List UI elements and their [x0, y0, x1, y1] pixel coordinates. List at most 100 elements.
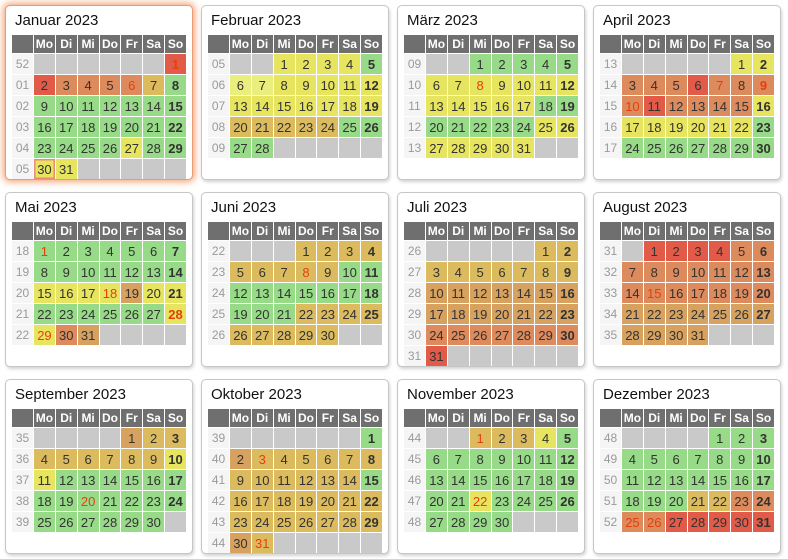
day-cell-november-9[interactable]: 9 — [491, 449, 513, 469]
day-cell-august-19[interactable]: 19 — [731, 283, 753, 303]
day-cell-august-7[interactable]: 7 — [622, 262, 643, 282]
day-cell-juni-10[interactable]: 10 — [339, 262, 361, 282]
day-cell-september-20[interactable]: 20 — [77, 491, 99, 511]
day-cell-maerz-14[interactable]: 14 — [447, 96, 469, 116]
day-cell-januar-1[interactable]: 1 — [165, 54, 186, 74]
day-cell-februar-25[interactable]: 25 — [339, 117, 361, 137]
day-cell-maerz-21[interactable]: 21 — [447, 117, 469, 137]
day-cell-januar-31[interactable]: 31 — [55, 159, 77, 179]
day-cell-oktober-2[interactable]: 2 — [230, 449, 251, 469]
day-cell-november-28[interactable]: 28 — [447, 512, 469, 532]
day-cell-november-21[interactable]: 21 — [447, 491, 469, 511]
day-cell-april-3[interactable]: 3 — [622, 75, 643, 95]
day-cell-november-18[interactable]: 18 — [535, 470, 557, 490]
day-cell-juli-16[interactable]: 16 — [557, 283, 578, 303]
day-cell-april-27[interactable]: 27 — [687, 138, 709, 158]
day-cell-juni-20[interactable]: 20 — [251, 304, 273, 324]
day-cell-juli-5[interactable]: 5 — [469, 262, 491, 282]
day-cell-maerz-26[interactable]: 26 — [557, 117, 578, 137]
day-cell-april-6[interactable]: 6 — [687, 75, 709, 95]
day-cell-mai-8[interactable]: 8 — [34, 262, 55, 282]
day-cell-oktober-28[interactable]: 28 — [339, 512, 361, 532]
day-cell-september-17[interactable]: 17 — [165, 470, 186, 490]
day-cell-november-2[interactable]: 2 — [491, 428, 513, 448]
day-cell-maerz-31[interactable]: 31 — [513, 138, 535, 158]
day-cell-april-12[interactable]: 12 — [665, 96, 687, 116]
day-cell-januar-9[interactable]: 9 — [34, 96, 55, 116]
day-cell-juni-29[interactable]: 29 — [295, 325, 317, 345]
day-cell-april-7[interactable]: 7 — [709, 75, 731, 95]
day-cell-august-31[interactable]: 31 — [687, 325, 709, 345]
day-cell-maerz-11[interactable]: 11 — [535, 75, 557, 95]
day-cell-februar-20[interactable]: 20 — [230, 117, 251, 137]
day-cell-september-13[interactable]: 13 — [77, 470, 99, 490]
day-cell-februar-2[interactable]: 2 — [295, 54, 317, 74]
day-cell-februar-12[interactable]: 12 — [361, 75, 382, 95]
day-cell-april-10[interactable]: 10 — [622, 96, 643, 116]
day-cell-februar-21[interactable]: 21 — [251, 117, 273, 137]
day-cell-august-14[interactable]: 14 — [622, 283, 643, 303]
day-cell-januar-13[interactable]: 13 — [121, 96, 143, 116]
day-cell-mai-31[interactable]: 31 — [77, 325, 99, 345]
day-cell-januar-30[interactable]: 30 — [34, 159, 55, 179]
day-cell-september-14[interactable]: 14 — [99, 470, 121, 490]
day-cell-september-30[interactable]: 30 — [143, 512, 165, 532]
day-cell-november-12[interactable]: 12 — [557, 449, 578, 469]
day-cell-februar-17[interactable]: 17 — [317, 96, 339, 116]
day-cell-oktober-1[interactable]: 1 — [361, 428, 382, 448]
day-cell-juni-23[interactable]: 23 — [317, 304, 339, 324]
day-cell-september-10[interactable]: 10 — [165, 449, 186, 469]
day-cell-april-17[interactable]: 17 — [622, 117, 643, 137]
day-cell-dezember-29[interactable]: 29 — [709, 512, 731, 532]
day-cell-mai-19[interactable]: 19 — [121, 283, 143, 303]
day-cell-dezember-20[interactable]: 20 — [665, 491, 687, 511]
day-cell-mai-26[interactable]: 26 — [121, 304, 143, 324]
day-cell-oktober-13[interactable]: 13 — [317, 470, 339, 490]
day-cell-april-30[interactable]: 30 — [753, 138, 774, 158]
day-cell-november-16[interactable]: 16 — [491, 470, 513, 490]
day-cell-august-18[interactable]: 18 — [709, 283, 731, 303]
day-cell-juni-4[interactable]: 4 — [361, 241, 382, 261]
day-cell-juni-21[interactable]: 21 — [273, 304, 295, 324]
day-cell-juli-2[interactable]: 2 — [557, 241, 578, 261]
day-cell-april-15[interactable]: 15 — [731, 96, 753, 116]
day-cell-dezember-4[interactable]: 4 — [622, 449, 643, 469]
day-cell-november-8[interactable]: 8 — [469, 449, 491, 469]
day-cell-august-3[interactable]: 3 — [687, 241, 709, 261]
day-cell-maerz-29[interactable]: 29 — [469, 138, 491, 158]
day-cell-dezember-3[interactable]: 3 — [753, 428, 774, 448]
day-cell-oktober-9[interactable]: 9 — [230, 470, 251, 490]
day-cell-september-7[interactable]: 7 — [99, 449, 121, 469]
day-cell-maerz-23[interactable]: 23 — [491, 117, 513, 137]
day-cell-november-23[interactable]: 23 — [491, 491, 513, 511]
day-cell-februar-19[interactable]: 19 — [361, 96, 382, 116]
day-cell-januar-24[interactable]: 24 — [55, 138, 77, 158]
day-cell-oktober-22[interactable]: 22 — [361, 491, 382, 511]
day-cell-februar-8[interactable]: 8 — [273, 75, 295, 95]
day-cell-juli-24[interactable]: 24 — [426, 325, 447, 345]
day-cell-oktober-29[interactable]: 29 — [361, 512, 382, 532]
day-cell-september-29[interactable]: 29 — [121, 512, 143, 532]
day-cell-februar-16[interactable]: 16 — [295, 96, 317, 116]
day-cell-februar-15[interactable]: 15 — [273, 96, 295, 116]
day-cell-august-16[interactable]: 16 — [665, 283, 687, 303]
day-cell-mai-6[interactable]: 6 — [143, 241, 165, 261]
day-cell-februar-28[interactable]: 28 — [251, 138, 273, 158]
day-cell-maerz-22[interactable]: 22 — [469, 117, 491, 137]
day-cell-september-19[interactable]: 19 — [55, 491, 77, 511]
day-cell-april-13[interactable]: 13 — [687, 96, 709, 116]
day-cell-februar-6[interactable]: 6 — [230, 75, 251, 95]
day-cell-dezember-13[interactable]: 13 — [665, 470, 687, 490]
day-cell-juli-29[interactable]: 29 — [535, 325, 557, 345]
day-cell-juli-23[interactable]: 23 — [557, 304, 578, 324]
day-cell-mai-12[interactable]: 12 — [121, 262, 143, 282]
day-cell-juli-15[interactable]: 15 — [535, 283, 557, 303]
day-cell-maerz-3[interactable]: 3 — [513, 54, 535, 74]
day-cell-juli-28[interactable]: 28 — [513, 325, 535, 345]
day-cell-oktober-26[interactable]: 26 — [295, 512, 317, 532]
day-cell-juni-9[interactable]: 9 — [317, 262, 339, 282]
day-cell-oktober-15[interactable]: 15 — [361, 470, 382, 490]
day-cell-juli-31[interactable]: 31 — [426, 346, 447, 366]
day-cell-mai-2[interactable]: 2 — [55, 241, 77, 261]
day-cell-november-22[interactable]: 22 — [469, 491, 491, 511]
